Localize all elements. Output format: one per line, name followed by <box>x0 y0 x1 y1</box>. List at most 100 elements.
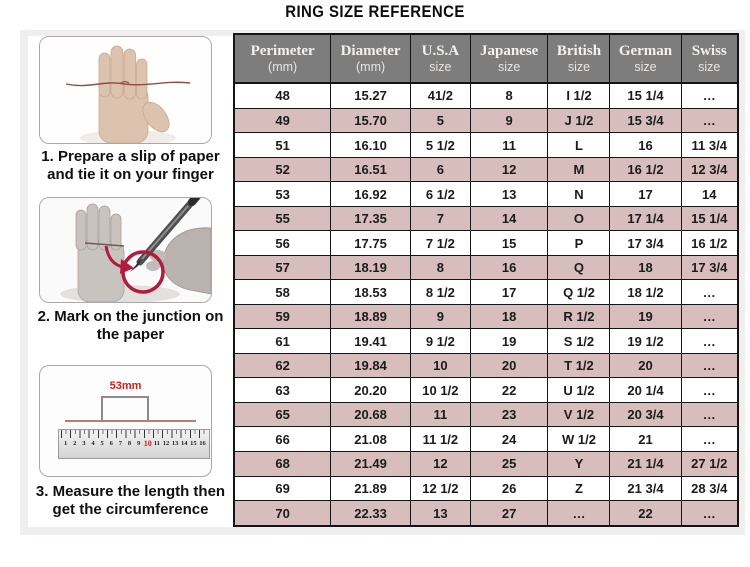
cell-swiss-size: … <box>680 426 739 452</box>
ruler-number: 13 <box>171 440 179 447</box>
cell-diameter: 17.35 <box>330 205 411 232</box>
cell-diameter: 18.19 <box>330 254 411 281</box>
ruler-number: 3 <box>82 440 86 447</box>
cell-british-size: J 1/2 <box>547 107 611 134</box>
step3-caption-line2: get the circumference <box>52 501 209 518</box>
cell-perimeter: 56 <box>233 230 332 256</box>
cell-german-size: 17 <box>609 181 682 207</box>
ruler-number: 11 <box>153 440 160 447</box>
step2-photo <box>39 197 212 303</box>
cell-usa-size: 10 <box>409 352 471 379</box>
table-row: 56 17.75 7 1/2 15 P 17 3/4 16 1/2 <box>233 230 739 256</box>
step3-photo: 53mm 1 2 3 4 5 6 7 8 9 10 11 12 13 14 15 16 <box>39 365 212 477</box>
cell-usa-size: 7 1/2 <box>409 230 471 256</box>
cell-british-size: N <box>547 181 611 207</box>
cell-swiss-size: … <box>680 82 739 109</box>
cell-diameter: 19.84 <box>330 352 411 379</box>
cell-british-size: V 1/2 <box>547 401 611 428</box>
cell-diameter: 16.10 <box>330 132 411 158</box>
cell-swiss-size: … <box>680 279 739 305</box>
cell-usa-size: 7 <box>409 205 471 232</box>
column-header: Perimeter (mm) <box>233 33 332 84</box>
cell-perimeter: 68 <box>233 451 332 477</box>
cell-usa-size: 12 1/2 <box>409 475 471 502</box>
cell-perimeter: 70 <box>233 500 332 527</box>
ruler-number: 5 <box>100 440 104 447</box>
cell-diameter: 17.75 <box>330 230 411 256</box>
column-header: British size <box>547 33 611 84</box>
cell-swiss-size: 14 <box>680 181 739 207</box>
cell-german-size: 20 3/4 <box>609 401 682 428</box>
cell-japanese-size: 14 <box>469 205 549 232</box>
ruler-number: 2 <box>73 440 77 447</box>
pen-marking-paper-icon <box>40 198 211 302</box>
cell-perimeter: 53 <box>233 181 332 207</box>
column-header-name: U.S.A <box>421 43 460 59</box>
cell-perimeter: 66 <box>233 426 332 452</box>
cell-british-size: Q 1/2 <box>547 279 611 305</box>
cell-swiss-size: … <box>680 352 739 379</box>
ruler-icon: 1 2 3 4 5 6 7 8 9 10 11 12 13 14 15 16 <box>58 429 210 459</box>
cell-british-size: T 1/2 <box>547 352 611 379</box>
cell-perimeter: 48 <box>233 82 332 109</box>
cell-german-size: 19 1/2 <box>609 328 682 354</box>
cell-usa-size: 11 <box>409 401 471 428</box>
cell-german-size: 22 <box>609 500 682 527</box>
cell-german-size: 19 <box>609 303 682 330</box>
column-header-name: Swiss <box>691 43 727 59</box>
cell-perimeter: 65 <box>233 401 332 428</box>
column-header-unit: size <box>567 60 591 74</box>
cell-diameter: 21.89 <box>330 475 411 502</box>
table-body: 48 15.27 41/2 8 I 1/2 15 1/4 … 49 15.70 … <box>233 82 739 527</box>
column-header-unit: size <box>429 60 452 74</box>
cell-swiss-size: 16 1/2 <box>680 230 739 256</box>
cell-british-size: … <box>547 500 611 527</box>
ruler-number: 16 <box>199 440 206 447</box>
column-header-name: German <box>618 43 673 59</box>
ruler-number: 9 <box>136 440 141 447</box>
cell-british-size: R 1/2 <box>547 303 611 330</box>
cell-diameter: 21.49 <box>330 451 411 477</box>
cell-german-size: 20 <box>609 352 682 379</box>
step1-caption-line1: 1. Prepare a slip of paper <box>41 148 220 165</box>
step3-caption-line1: 3. Measure the length then <box>35 483 226 500</box>
ruler-number: 4 <box>91 440 95 447</box>
cell-diameter: 19.41 <box>330 328 411 354</box>
cell-german-size: 16 <box>609 132 682 158</box>
cell-usa-size: 11 1/2 <box>409 426 471 452</box>
cell-usa-size: 12 <box>409 451 471 477</box>
cell-perimeter: 52 <box>233 156 332 183</box>
cell-japanese-size: 13 <box>469 181 549 207</box>
cell-british-size: P <box>547 230 611 256</box>
cell-diameter: 15.27 <box>330 82 411 109</box>
cell-diameter: 20.68 <box>330 401 411 428</box>
column-header: Diameter (mm) <box>330 33 411 84</box>
table-row: 61 19.41 9 1/2 19 S 1/2 19 1/2 … <box>233 328 739 354</box>
cell-japanese-size: 16 <box>469 254 549 281</box>
cell-usa-size: 5 <box>409 107 471 134</box>
cell-british-size: W 1/2 <box>547 426 611 452</box>
cell-perimeter: 57 <box>233 254 332 281</box>
ruler-number: 12 <box>162 440 170 447</box>
ruler-number: 6 <box>109 440 113 447</box>
cell-german-size: 18 1/2 <box>609 279 682 305</box>
cell-usa-size: 8 1/2 <box>409 279 471 305</box>
table-row: 62 19.84 10 20 T 1/2 20 … <box>233 352 739 379</box>
cell-swiss-size: … <box>680 328 739 354</box>
cell-diameter: 18.89 <box>330 303 411 330</box>
cell-swiss-size: … <box>680 303 739 330</box>
table-row: 49 15.70 5 9 J 1/2 15 3/4 … <box>233 107 739 134</box>
cell-perimeter: 58 <box>233 279 332 305</box>
cell-british-size: Q <box>547 254 611 281</box>
step2-caption-line1: 2. Mark on the junction on <box>37 308 224 325</box>
ruler-number: 7 <box>118 440 122 447</box>
ruler-number: 8 <box>127 440 132 447</box>
cell-perimeter: 62 <box>233 352 332 379</box>
table-header: Perimeter (mm) Diameter (mm) U.S.A size <box>233 33 739 84</box>
table-header-row: Perimeter (mm) Diameter (mm) U.S.A size <box>233 33 739 84</box>
measure-length-label: 53mm <box>109 380 142 392</box>
cell-diameter: 15.70 <box>330 107 411 134</box>
cell-british-size: U 1/2 <box>547 377 611 403</box>
page-title: RING SIZE REFERENCE <box>285 2 465 21</box>
content-backdrop: 1. Prepare a slip of paper and tie it on… <box>20 30 745 535</box>
